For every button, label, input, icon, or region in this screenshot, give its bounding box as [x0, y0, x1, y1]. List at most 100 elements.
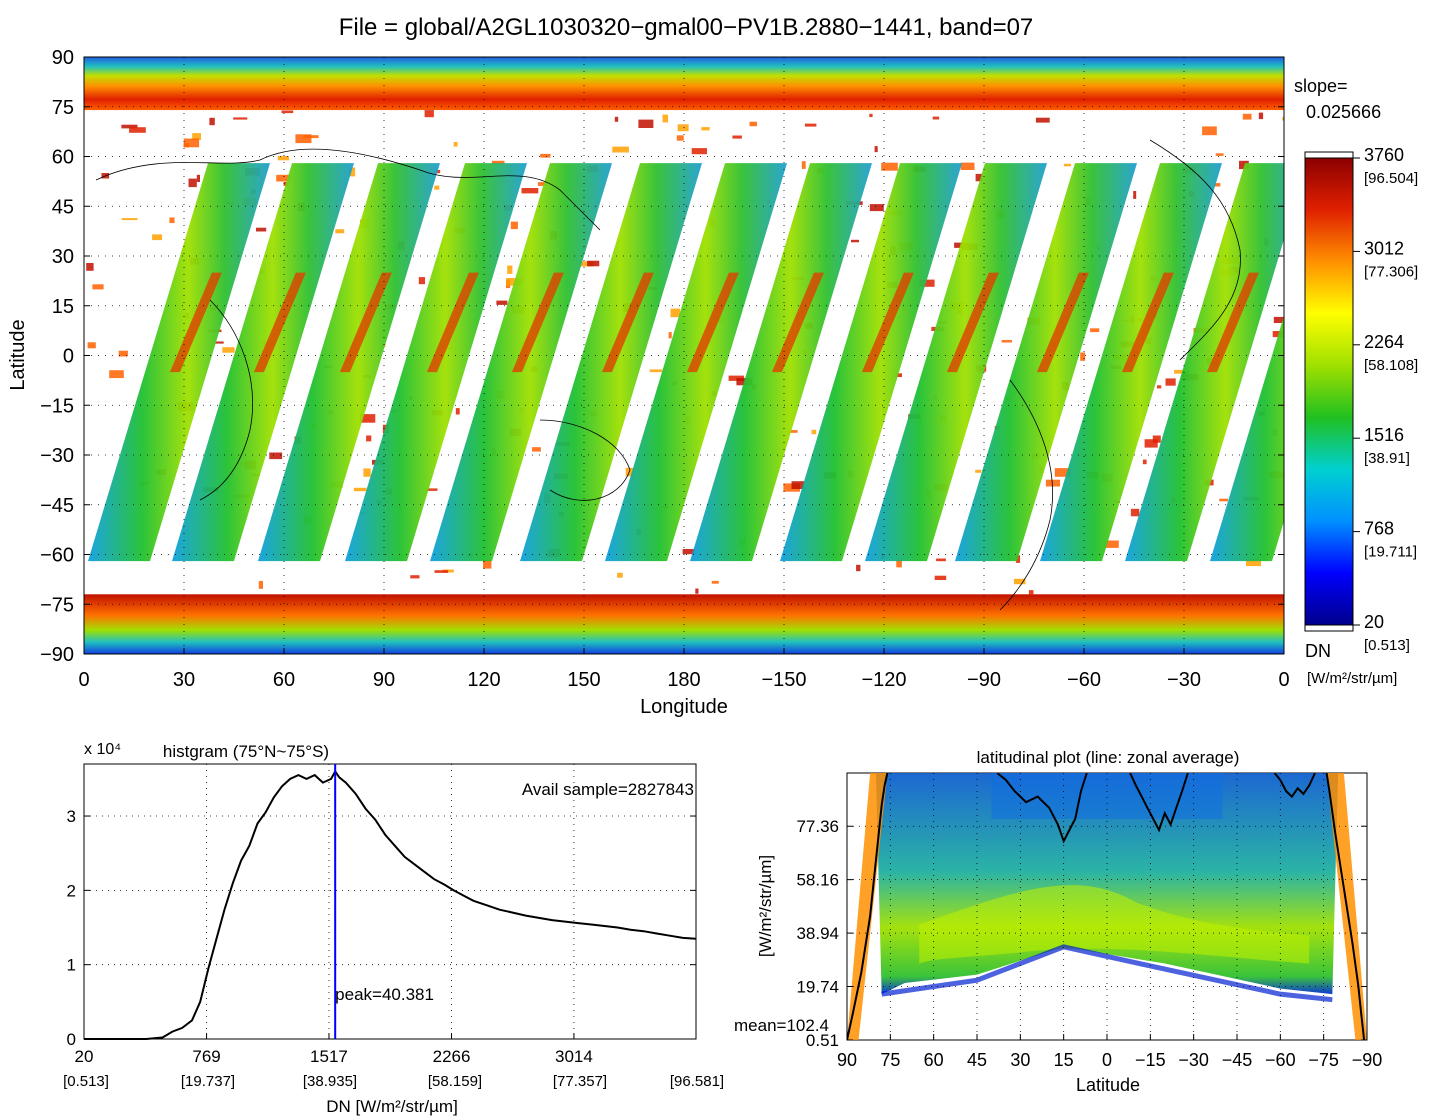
- map-speckle: [366, 435, 372, 442]
- latitudinal-y-tick-label: 77.36: [796, 817, 839, 836]
- latitudinal-y-tick-label: 0.51: [806, 1031, 839, 1050]
- histogram-x-tick-label: 1517: [310, 1047, 348, 1066]
- map-speckle: [1272, 331, 1284, 338]
- map-y-ticks: 90 75 60 45 30 15 0 −15 −30 −45 −60 −75 −90: [40, 47, 1284, 666]
- latitudinal-x-tick-label: −45: [1222, 1050, 1253, 1070]
- map-speckle: [87, 342, 96, 349]
- histogram-x-tick-label: 769: [192, 1047, 220, 1066]
- map-speckle: [896, 560, 902, 568]
- map-speckle: [510, 221, 518, 230]
- latitudinal-zonal-line: [1129, 773, 1189, 833]
- map-y-tick-label: 60: [52, 147, 74, 169]
- histogram-y-tick-label: 0: [67, 1030, 76, 1049]
- map-speckle: [1157, 385, 1162, 389]
- map-x-tick-label: 90: [373, 669, 395, 691]
- histogram-x-tick-sublabel: [19.737]: [181, 1073, 235, 1090]
- map-speckle: [222, 347, 235, 353]
- map-speckle: [728, 375, 745, 381]
- map-speckle: [662, 114, 668, 123]
- map-speckle: [86, 263, 94, 271]
- latitudinal-zonal-average: [847, 773, 1366, 1040]
- map-speckle: [425, 488, 438, 491]
- map-speckle: [670, 308, 681, 318]
- map-x-tick-label: 60: [273, 669, 295, 691]
- map-speckle: [496, 300, 508, 305]
- histogram-frame: [83, 763, 697, 1040]
- map-speckle: [491, 160, 505, 164]
- map-speckle: [483, 560, 492, 569]
- map-speckle: [118, 350, 128, 357]
- map-y-tick-label: −45: [40, 495, 74, 517]
- map-speckle: [804, 123, 817, 127]
- map-speckle: [1202, 126, 1217, 136]
- map-speckle: [192, 133, 201, 140]
- latitudinal-x-tick-label: 30: [1010, 1050, 1030, 1070]
- histogram-exponent: x 10⁴: [84, 741, 121, 758]
- map-speckle: [418, 277, 425, 285]
- latitudinal-density-edge: [881, 944, 1333, 1003]
- colorbar-unit-dn: DN: [1305, 641, 1331, 661]
- map-speckle: [276, 174, 291, 182]
- map-speckle: [1213, 183, 1221, 187]
- map-speckle: [1104, 540, 1119, 548]
- map-speckle: [410, 575, 420, 579]
- map-speckle: [749, 121, 757, 127]
- latitudinal-x-tick-label: −60: [1265, 1050, 1296, 1070]
- map-swath-streak: [861, 272, 914, 373]
- map-y-tick-label: −30: [40, 445, 74, 467]
- map-speckle: [869, 113, 873, 118]
- histogram-x-tick-sublabel: [0.513]: [63, 1073, 109, 1090]
- latitudinal-x-tick-label: 60: [924, 1050, 944, 1070]
- map-speckle: [277, 156, 290, 161]
- map-speckle: [677, 124, 689, 132]
- map-grid: [84, 57, 1284, 654]
- map-swath-streak: [253, 272, 306, 373]
- map-speckle: [732, 135, 742, 139]
- map-speckle: [209, 117, 215, 126]
- latitudinal-x-tick-label: −15: [1135, 1050, 1166, 1070]
- map-y-tick-label: 45: [52, 196, 74, 218]
- latitudinal-zonal-line: [1273, 773, 1316, 799]
- histogram-x-tick-label: 20: [75, 1047, 94, 1066]
- map-speckle: [537, 182, 546, 186]
- map-speckle: [695, 588, 699, 594]
- histogram-x-tick-sublabel: [58.159]: [428, 1073, 482, 1090]
- map-y-tick-label: 0: [63, 346, 74, 368]
- colorbar: 3760 [96.504] 3012 [77.306] 2264 [58.108] 1516…: [1304, 145, 1418, 687]
- map-x-tick-label: −120: [861, 669, 906, 691]
- map-speckle: [801, 161, 806, 169]
- latitudinal-panel: latitudinal plot (line: zonal average) 0…: [734, 748, 1382, 1095]
- latitudinal-density-top: [991, 773, 1223, 819]
- latitudinal-y-ticks: 0.51 19.74 38.94 58.16 77.36: [796, 817, 1367, 1050]
- map-speckle: [1273, 316, 1284, 323]
- map-speckle: [1015, 555, 1021, 563]
- histogram-x-ticks: 20 769 1517 2266 3014 [0.513] [19.737] [38.935]…: [63, 1033, 724, 1090]
- map-speckle: [851, 239, 859, 243]
- map-speckle: [1080, 352, 1086, 361]
- map-imagery: [84, 57, 1284, 654]
- colorbar-tick-dn: 2264: [1364, 332, 1404, 352]
- map-swath-streak: [946, 272, 999, 373]
- coastline: [199, 299, 253, 501]
- map-x-tick-label: −60: [1067, 669, 1101, 691]
- histogram-series-line: [84, 769, 697, 1040]
- map-speckle: [424, 110, 434, 118]
- map-swath-streak: [771, 272, 824, 373]
- histogram-panel: x 10⁴ histgram (75°N~75°S) peak=40.381 A…: [63, 741, 724, 1116]
- map-speckle: [682, 549, 696, 555]
- map-speckle: [1142, 459, 1147, 465]
- coastline: [999, 379, 1053, 611]
- map-speckle: [152, 234, 163, 241]
- map-speckle: [359, 414, 376, 423]
- histogram-x-label: DN [W/m²/str/µm]: [326, 1097, 458, 1116]
- map-speckle: [614, 116, 619, 122]
- map-speckle: [975, 173, 983, 182]
- map-speckle: [129, 127, 146, 133]
- map-x-ticks: 0 30 60 90 120 150 180 −150 −120 −90 −60 −30 0: [78, 648, 1290, 691]
- map-speckle: [188, 178, 197, 188]
- map-x-tick-label: 0: [1278, 669, 1289, 691]
- coastline: [1149, 139, 1241, 361]
- map-swath-streak: [686, 272, 739, 373]
- map-y-tick-label: 15: [52, 296, 74, 318]
